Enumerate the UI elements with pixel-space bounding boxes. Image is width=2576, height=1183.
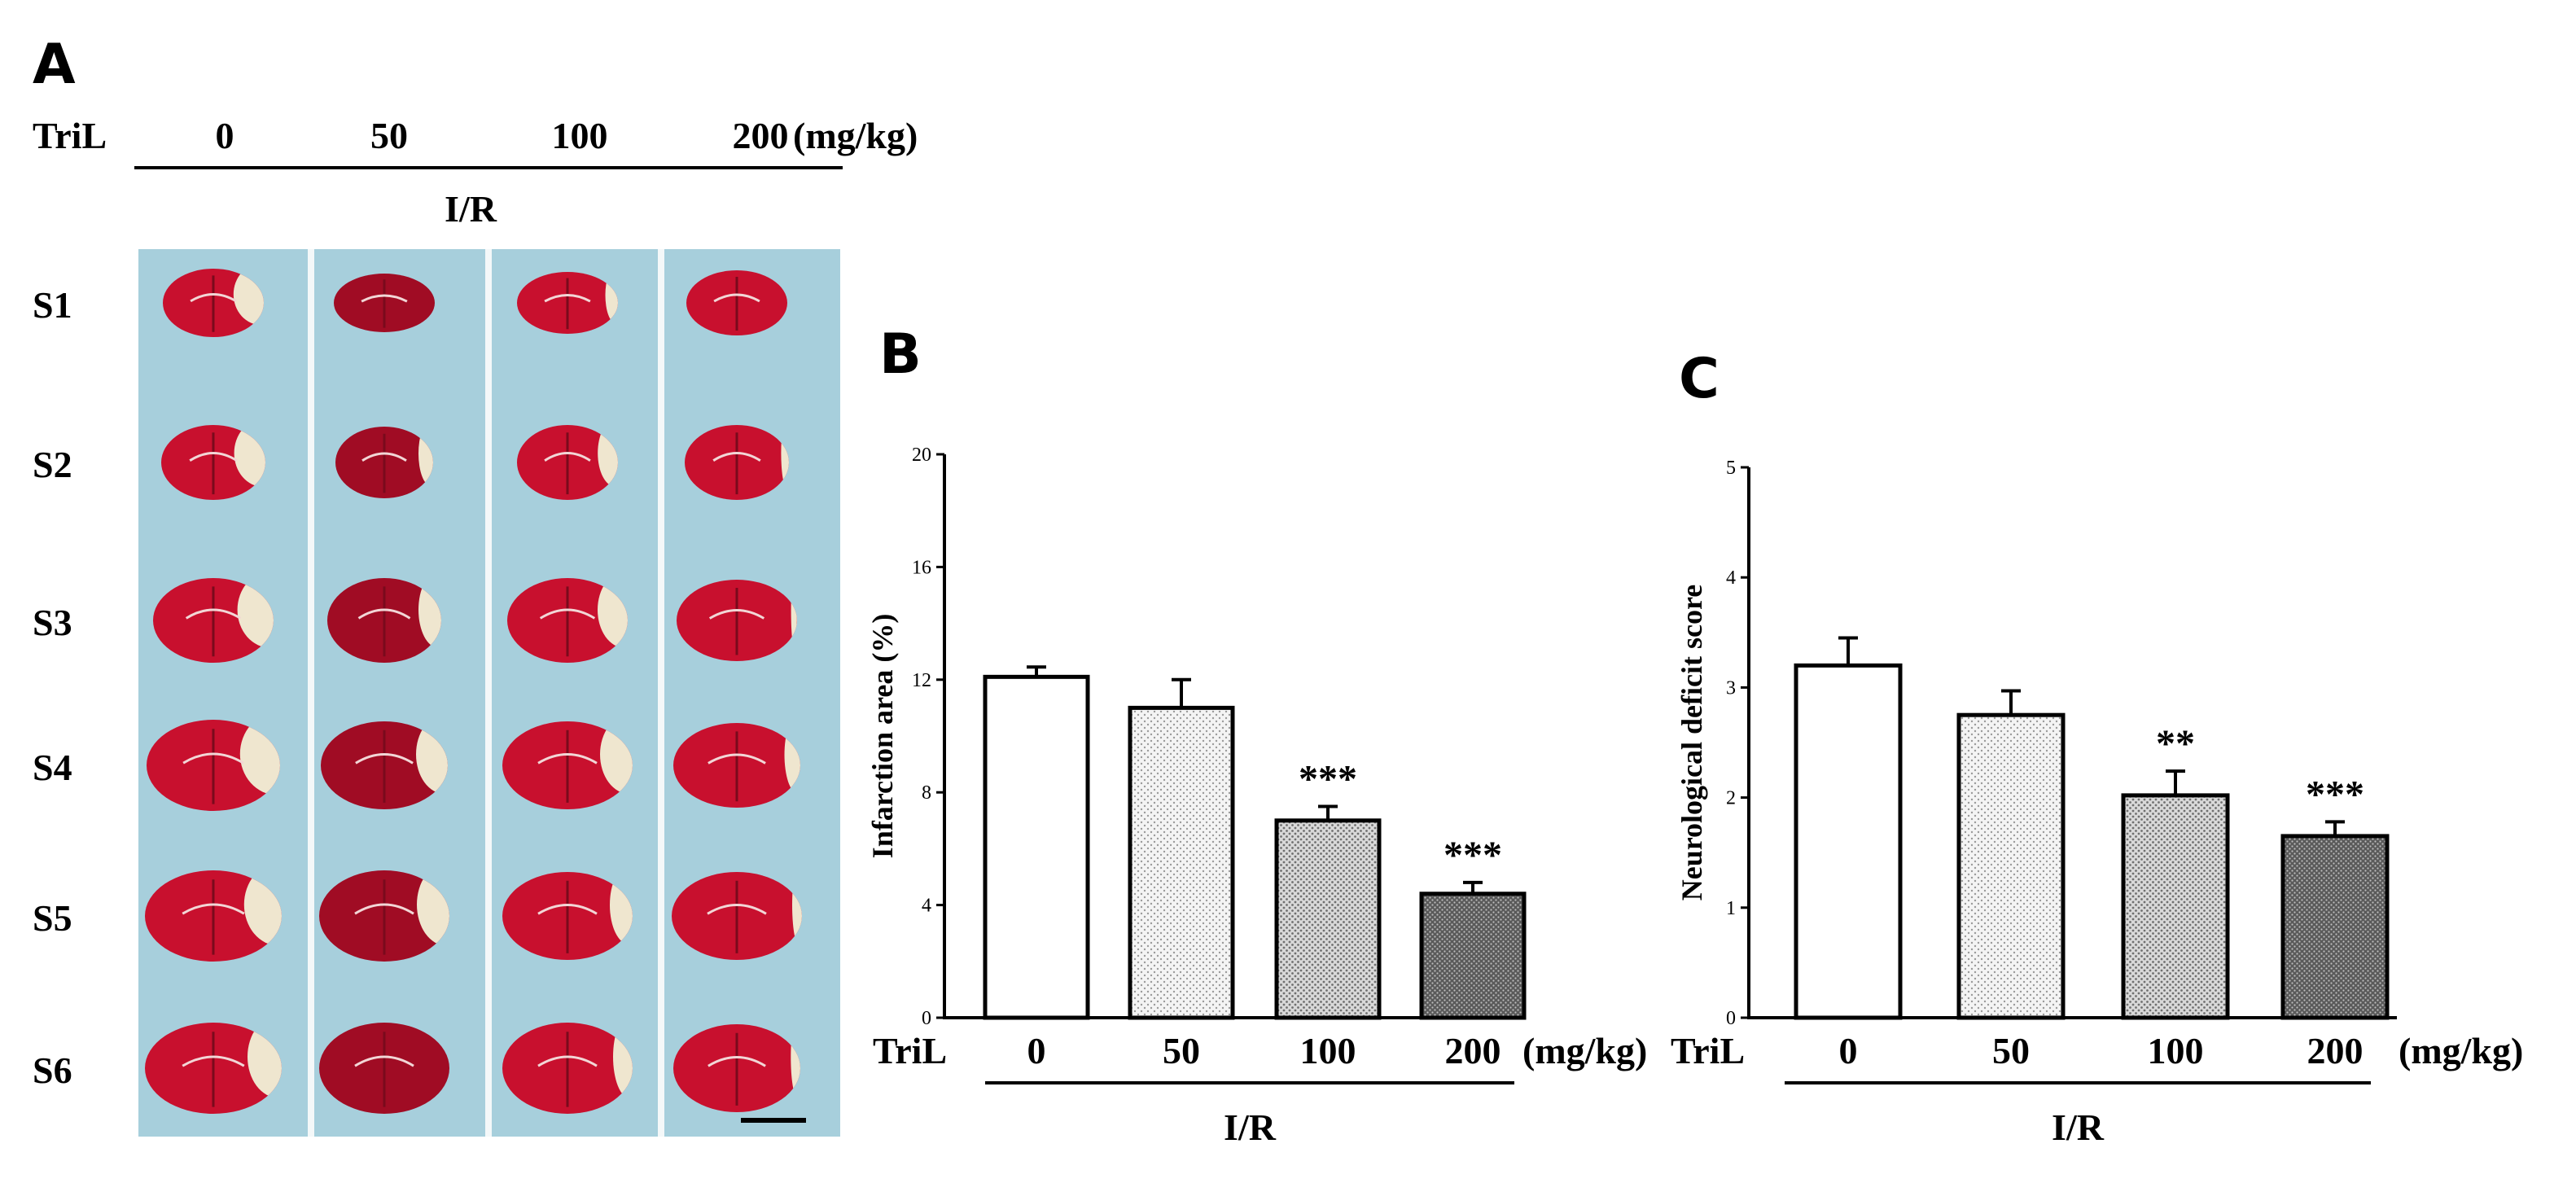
chart-c: 0 1 2 3 4 5 Neurological deficit score 0 50 ** 100… bbox=[1671, 458, 2523, 1148]
chart-c-ytick-label-5: 5 bbox=[1726, 458, 1736, 479]
brain-slice-s1-200 bbox=[686, 270, 787, 335]
chart-b-ytick-label-4: 4 bbox=[922, 896, 931, 917]
brain-slice-s2-0 bbox=[161, 425, 265, 500]
chart-c-ytick-label-0: 0 bbox=[1726, 1008, 1736, 1029]
panel-a-dose-50: 50 bbox=[370, 115, 408, 156]
section-label-s2: S2 bbox=[33, 444, 72, 485]
chart-b-bar-0 bbox=[983, 674, 1090, 1020]
brain-slice-grid bbox=[145, 269, 802, 1114]
chart-c-significance-200: *** bbox=[2306, 773, 2364, 816]
photo-separator-3 bbox=[658, 249, 664, 1137]
chart-c-ytick-label-4: 4 bbox=[1726, 567, 1736, 589]
photo-separator-1 bbox=[308, 249, 314, 1137]
chart-c-bar-0 bbox=[1794, 663, 1903, 1020]
chart-b-ytick-label-8: 8 bbox=[922, 782, 931, 804]
section-label-s3: S3 bbox=[33, 602, 72, 643]
panel-a-trial-label: TriL bbox=[33, 115, 107, 156]
panel-c: C 0 1 2 3 4 5 Neurological deficit score 0 50 ** 1… bbox=[1671, 347, 2523, 1148]
panel-a-dose-200: 200 bbox=[733, 115, 789, 156]
chart-c-significance-100: ** bbox=[2156, 722, 2195, 765]
brain-slice-s1-0 bbox=[163, 269, 264, 337]
chart-c-ytick-label-2: 2 bbox=[1726, 788, 1736, 809]
panel-a-unit: (mg/kg) bbox=[793, 115, 918, 156]
chart-c-ytick-label-1: 1 bbox=[1726, 898, 1736, 919]
brain-slice-s6-50 bbox=[319, 1023, 449, 1114]
chart-c-group-label: I/R bbox=[2052, 1106, 2105, 1148]
chart-b-bar-100 bbox=[1274, 818, 1382, 1020]
chart-b-xtick-label-200: 200 bbox=[1445, 1030, 1501, 1071]
section-label-s5: S5 bbox=[33, 897, 72, 939]
photo-separator-2 bbox=[485, 249, 492, 1137]
chart-c-x-unit: (mg/kg) bbox=[2399, 1030, 2523, 1071]
chart-c-xtick-label-200: 200 bbox=[2307, 1030, 2364, 1071]
panel-a-letter: A bbox=[33, 33, 76, 97]
panel-a-dose-0: 0 bbox=[216, 115, 234, 156]
brain-slice-s3-0 bbox=[153, 578, 274, 663]
panel-c-letter: C bbox=[1679, 347, 1720, 411]
chart-b-ytick-label-16: 16 bbox=[912, 557, 931, 578]
chart-c-x-prefix: TriL bbox=[1671, 1030, 1745, 1071]
chart-c-xtick-label-0: 0 bbox=[1839, 1030, 1858, 1071]
panel-a-group-label: I/R bbox=[445, 188, 497, 230]
chart-c-bar-50 bbox=[1956, 712, 2066, 1020]
chart-b-ylabel: Infarction area (%) bbox=[866, 614, 899, 859]
panel-a: A TriL 0 50 100 200 (mg/kg) I/R S1 S2 S3 S4… bbox=[33, 33, 918, 1137]
photo-column-separators bbox=[308, 249, 664, 1137]
chart-b-xtick-label-0: 0 bbox=[1027, 1030, 1046, 1071]
chart-b-significance-100: *** bbox=[1299, 758, 1357, 801]
chart-b-xtick-label-50: 50 bbox=[1163, 1030, 1200, 1071]
chart-b-ytick-label-20: 20 bbox=[912, 445, 931, 466]
chart-c-bar-100 bbox=[2121, 793, 2230, 1020]
chart-b-ytick-label-0: 0 bbox=[922, 1008, 931, 1029]
panel-b: B 0 4 8 12 16 20 Infarction area (%) 0 50 *** 100 *… bbox=[866, 322, 1647, 1148]
chart-b-ytick-label-12: 12 bbox=[912, 670, 931, 691]
chart-c-ytick-label-3: 3 bbox=[1726, 677, 1736, 699]
chart-b-x-prefix: TriL bbox=[873, 1030, 947, 1071]
panel-a-dose-100: 100 bbox=[552, 115, 608, 156]
chart-b-bar-200 bbox=[1419, 892, 1527, 1020]
section-label-s1: S1 bbox=[33, 284, 72, 326]
chart-b-xtick-label-100: 100 bbox=[1300, 1030, 1356, 1071]
section-label-s6: S6 bbox=[33, 1049, 72, 1091]
brain-slice-s5-0 bbox=[145, 870, 282, 962]
brain-slice-s1-50 bbox=[334, 274, 435, 332]
chart-c-xtick-label-100: 100 bbox=[2148, 1030, 2204, 1071]
chart-b-group-label: I/R bbox=[1224, 1106, 1277, 1148]
chart-c-bar-200 bbox=[2280, 834, 2390, 1020]
chart-b-significance-200: *** bbox=[1444, 834, 1502, 877]
section-labels: S1 S2 S3 S4 S5 S6 bbox=[33, 284, 72, 1091]
section-label-s4: S4 bbox=[33, 747, 72, 788]
brain-slice-s4-0 bbox=[147, 720, 280, 811]
panel-b-letter: B bbox=[879, 322, 922, 387]
chart-b-bar-50 bbox=[1128, 705, 1235, 1020]
chart-b: 0 4 8 12 16 20 Infarction area (%) 0 50 *** 100 ***… bbox=[866, 445, 1647, 1148]
chart-b-x-unit: (mg/kg) bbox=[1522, 1030, 1647, 1071]
chart-c-xtick-label-50: 50 bbox=[1992, 1030, 2030, 1071]
chart-c-ylabel: Neurological deficit score bbox=[1676, 585, 1708, 901]
